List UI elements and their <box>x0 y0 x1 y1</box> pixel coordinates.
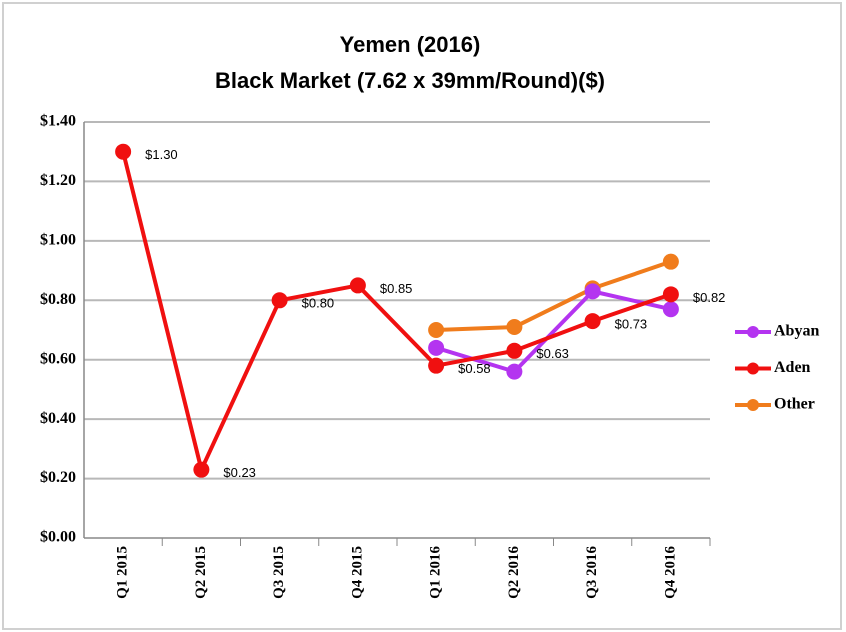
x-tick-label: Q2 2015 <box>193 546 209 599</box>
legend-label: Aden <box>774 359 811 376</box>
data-label: $0.85 <box>380 281 413 296</box>
y-tick-label: $0.00 <box>40 529 76 546</box>
y-tick-label: $1.00 <box>40 232 76 249</box>
data-point <box>662 286 679 303</box>
data-label: $0.23 <box>223 465 256 480</box>
y-tick-label: $0.20 <box>40 469 76 486</box>
data-point <box>584 283 601 300</box>
legend-label: Other <box>774 396 815 413</box>
data-label: $0.82 <box>693 290 726 305</box>
x-tick-label: Q4 2016 <box>662 546 678 599</box>
y-tick-label: $1.40 <box>40 113 76 130</box>
data-label: $0.73 <box>615 317 648 332</box>
x-tick-label: Q2 2016 <box>506 546 522 599</box>
data-point <box>428 357 445 374</box>
data-point <box>662 253 679 270</box>
data-label: $0.63 <box>536 346 569 361</box>
y-tick-label: $0.80 <box>40 291 76 308</box>
data-point <box>428 339 445 356</box>
x-tick-label: Q3 2015 <box>271 546 287 599</box>
data-point <box>115 143 132 160</box>
data-point <box>271 292 288 309</box>
data-point <box>349 277 366 294</box>
chart-title: Yemen (2016) <box>340 32 481 57</box>
chart-subtitle: Black Market (7.62 x 39mm/Round)($) <box>215 68 605 93</box>
y-tick-label: $0.60 <box>40 350 76 367</box>
data-point <box>662 301 679 318</box>
data-point <box>506 319 523 336</box>
y-tick-label: $0.40 <box>40 410 76 427</box>
x-tick-label: Q3 2016 <box>584 546 600 599</box>
y-tick-label: $1.20 <box>40 172 76 189</box>
legend-marker <box>747 362 759 375</box>
data-label: $1.30 <box>145 147 178 162</box>
data-point <box>428 322 445 338</box>
x-tick-label: Q4 2015 <box>349 546 365 599</box>
series-line <box>436 259 672 332</box>
series-line <box>121 151 672 472</box>
legend-label: Abyan <box>774 323 819 340</box>
data-point <box>506 363 523 380</box>
x-tick-label: Q1 2016 <box>428 546 444 599</box>
data-point <box>506 342 523 359</box>
data-point <box>193 461 210 478</box>
data-label: $0.58 <box>458 361 491 376</box>
data-label: $0.80 <box>302 296 335 311</box>
data-point <box>584 313 601 330</box>
x-tick-label: Q1 2015 <box>115 546 131 599</box>
legend-marker <box>747 399 759 411</box>
legend-marker <box>747 326 759 338</box>
